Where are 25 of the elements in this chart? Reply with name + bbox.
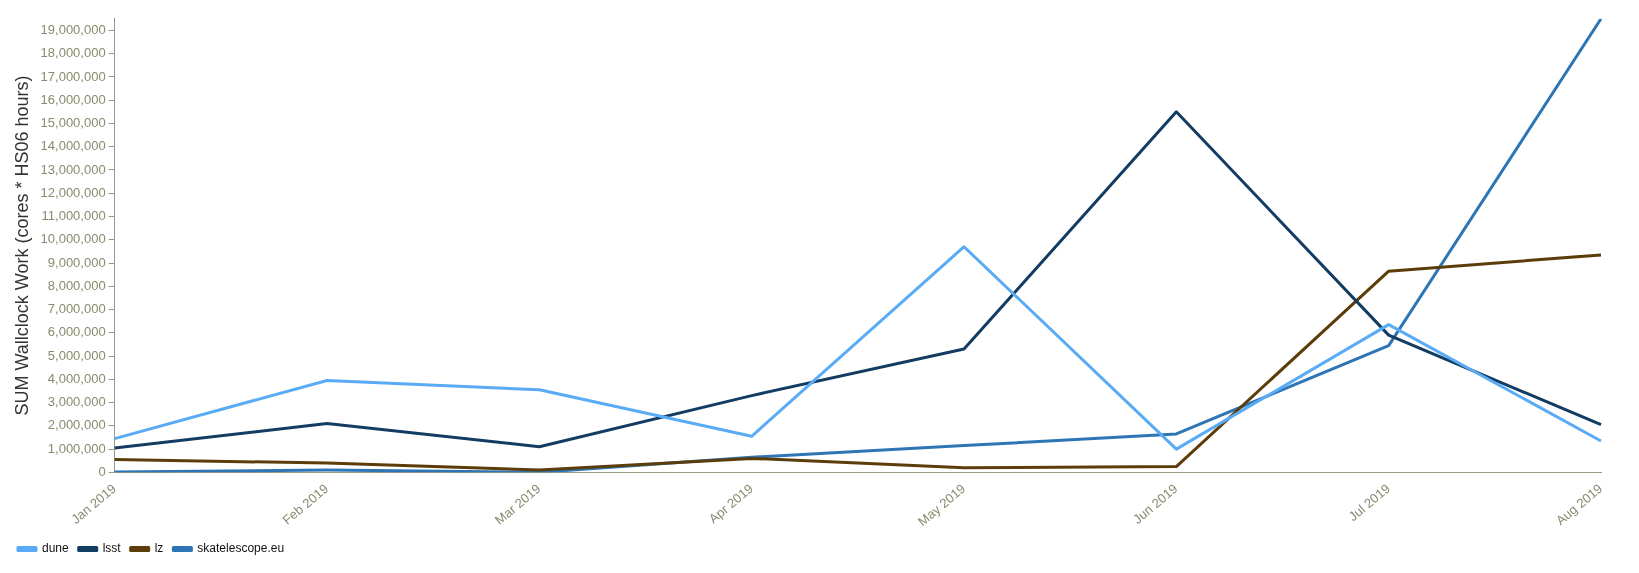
y-tick-label: 5,000,000: [47, 347, 106, 363]
y-tick-label: 7,000,000: [47, 301, 106, 317]
y-tick-label: 13,000,000: [40, 161, 106, 177]
y-tick-label: 14,000,000: [40, 138, 106, 154]
y-tick-label: 10,000,000: [40, 231, 106, 247]
y-tick-label: 3,000,000: [47, 394, 106, 410]
legend-label: skatelescope.eu: [197, 541, 285, 556]
y-tick-label: 0: [98, 463, 106, 479]
legend-label: lsst: [102, 541, 122, 556]
legend-label: lz: [154, 541, 164, 556]
y-tick-label: 15,000,000: [40, 115, 106, 131]
y-tick-label: 12,000,000: [40, 184, 106, 200]
y-tick-label: 1,000,000: [47, 440, 106, 456]
y-tick-label: 17,000,000: [40, 68, 106, 84]
y-tick-label: 2,000,000: [47, 417, 106, 433]
y-tick-label: 8,000,000: [47, 277, 106, 293]
y-tick-label: 18,000,000: [40, 45, 106, 61]
y-tick-label: 4,000,000: [47, 370, 106, 386]
y-tick-label: 9,000,000: [47, 254, 106, 270]
y-tick-label: 19,000,000: [40, 22, 106, 38]
y-tick-label: 11,000,000: [41, 208, 106, 224]
legend-label: dune: [42, 541, 70, 556]
y-tick-label: 6,000,000: [47, 324, 106, 340]
y-axis-title: SUM Wallclock Work (cores * HS06 hours): [11, 75, 32, 416]
y-tick-label: 16,000,000: [40, 91, 106, 107]
